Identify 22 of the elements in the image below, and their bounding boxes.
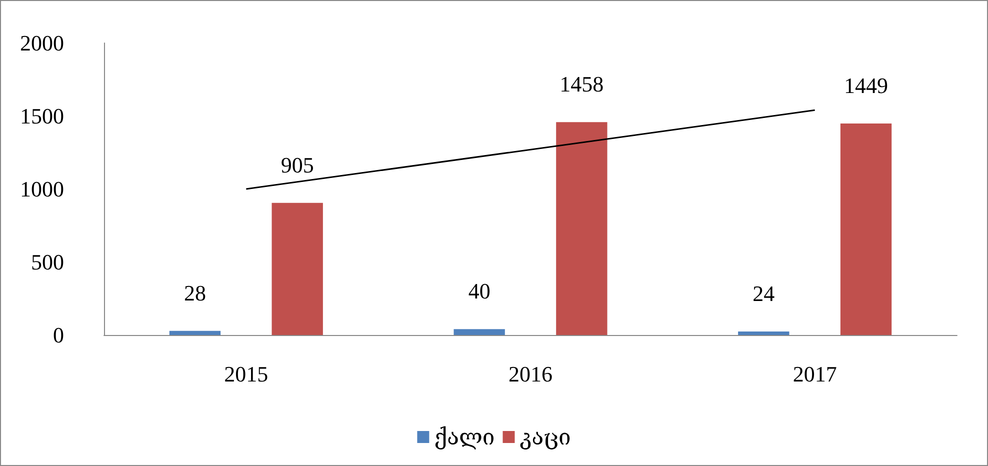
y-tick-label: 1500 [20, 104, 64, 128]
bar [738, 331, 790, 335]
y-tick-label: 1000 [20, 176, 64, 202]
x-tick-label: 2016 [508, 362, 552, 386]
data-label: 40 [468, 278, 490, 304]
bar [840, 123, 892, 335]
bar [454, 329, 505, 335]
y-tick-label: 500 [31, 250, 64, 274]
legend-label: ქალი [434, 424, 495, 450]
y-tick-label: 2000 [20, 30, 64, 56]
bar [272, 202, 323, 335]
bar [556, 122, 608, 335]
x-tick-label: 2017 [792, 362, 837, 386]
data-label: 905 [280, 152, 314, 178]
legend-label: კაცი [520, 424, 571, 450]
data-label: 1458 [560, 72, 604, 97]
y-tick-label: 0 [53, 322, 64, 348]
bar [169, 330, 221, 335]
data-label: 28 [184, 280, 206, 306]
x-tick-label: 2015 [224, 362, 268, 386]
data-label: 1449 [844, 72, 888, 98]
data-label: 24 [752, 280, 775, 306]
